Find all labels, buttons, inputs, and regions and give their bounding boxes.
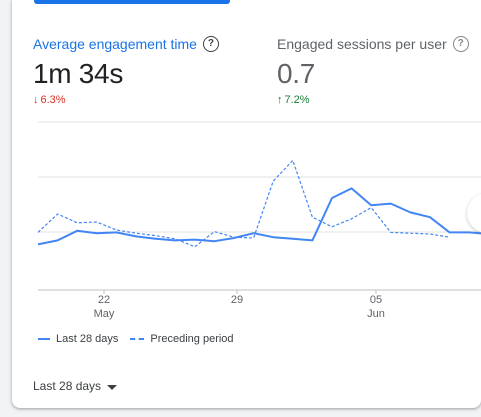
- chart-scroll-button[interactable]: [467, 193, 481, 233]
- engagement-card: Average engagement time ? 1m 34s ↓ 6.3% …: [12, 0, 481, 408]
- chart-series: [37, 159, 481, 248]
- date-range-label: Last 28 days: [33, 379, 102, 393]
- metric-title-row: Engaged sessions per user ?: [277, 35, 469, 53]
- help-icon[interactable]: ?: [202, 36, 219, 52]
- chart-x-ticks: 22 May 29 05 Jun: [94, 290, 385, 320]
- metric-average-engagement-time[interactable]: Average engagement time ? 1m 34s ↓ 6.3%: [33, 35, 219, 107]
- metric-title: Engaged sessions per user: [277, 36, 447, 52]
- metric-value: 0.7: [277, 58, 316, 89]
- metric-value: 1m 34s: [33, 58, 124, 89]
- metric-delta-value: 6.3%: [40, 94, 66, 106]
- legend-item-previous: Preceding period: [130, 333, 234, 345]
- legend-swatch-dashed: [130, 338, 145, 340]
- x-tick-label: 22: [98, 294, 110, 306]
- x-tick-label: 29: [231, 294, 243, 306]
- line-chart: 22 May 29 05 Jun: [37, 121, 481, 320]
- series-line-current: [37, 187, 481, 246]
- metric-engaged-sessions-per-user[interactable]: Engaged sessions per user ? 0.7 ↑ 7.2%: [277, 35, 469, 107]
- legend-item-current: Last 28 days: [38, 333, 118, 345]
- caret-down-icon: [107, 384, 118, 390]
- arrow-up-icon: ↑: [277, 94, 283, 106]
- metric-delta-value: 7.2%: [284, 94, 310, 106]
- legend-swatch-solid: [38, 338, 50, 340]
- legend-label: Last 28 days: [56, 333, 119, 345]
- x-tick-month-label: May: [94, 308, 115, 320]
- chart-legend: Last 28 days Preceding period: [38, 333, 246, 345]
- x-tick-label: 05: [370, 294, 382, 306]
- legend-label: Preceding period: [150, 333, 234, 345]
- x-tick-month-label: Jun: [367, 308, 385, 320]
- arrow-down-icon: ↓: [33, 94, 39, 106]
- metric-delta: ↑ 7.2%: [277, 93, 469, 107]
- help-icon[interactable]: ?: [452, 36, 469, 52]
- chart-grid: [38, 121, 481, 291]
- selected-tab-indicator: [34, 0, 230, 4]
- metric-title-row: Average engagement time ?: [33, 35, 219, 53]
- metric-title: Average engagement time: [33, 36, 197, 52]
- metric-delta: ↓ 6.3%: [33, 93, 219, 107]
- date-range-dropdown[interactable]: Last 28 days: [33, 379, 118, 393]
